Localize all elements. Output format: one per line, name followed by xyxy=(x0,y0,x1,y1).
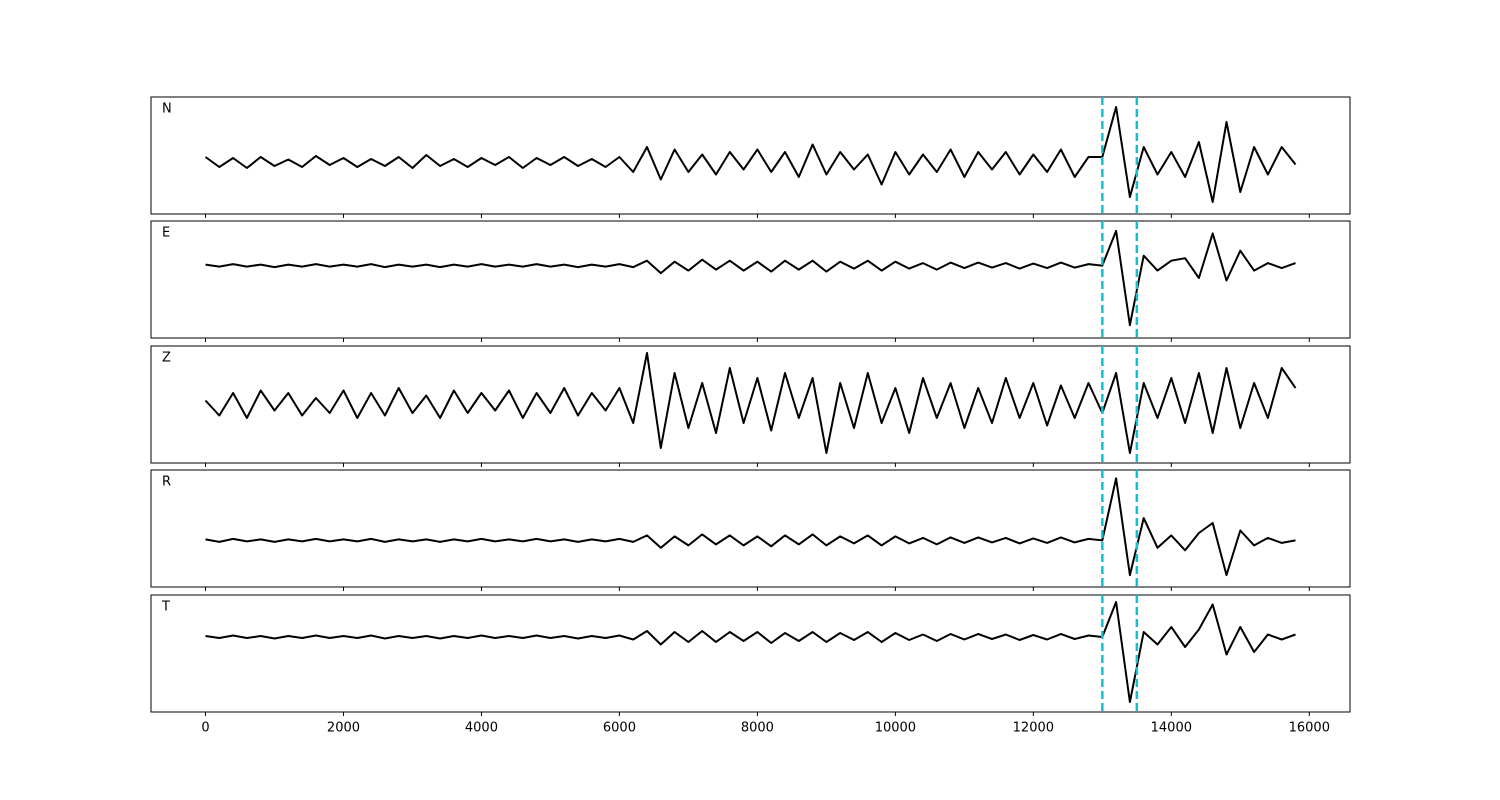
x-tick-label: 10000 xyxy=(875,721,916,736)
trace xyxy=(205,477,1296,577)
x-tick-label: 14000 xyxy=(1151,721,1192,736)
panel-frame xyxy=(150,96,1351,215)
panel-label: T xyxy=(161,600,170,615)
x-tick-label: 16000 xyxy=(1289,721,1330,736)
trace xyxy=(205,229,1296,327)
trace xyxy=(204,106,1297,203)
panel-label: N xyxy=(162,102,172,117)
x-tick-label: 4000 xyxy=(465,721,498,736)
panel-frame xyxy=(150,345,1351,464)
trace xyxy=(204,352,1297,454)
x-tick-label: 6000 xyxy=(603,721,636,736)
x-tick-label: 8000 xyxy=(741,721,774,736)
x-tick-label: 0 xyxy=(201,721,209,736)
x-tick-label: 12000 xyxy=(1013,721,1054,736)
panel-frame xyxy=(150,220,1351,339)
panel-frame xyxy=(150,469,1351,588)
panel-frame xyxy=(150,594,1351,713)
trace xyxy=(205,601,1296,703)
panel-label: E xyxy=(162,226,170,241)
panel-label: Z xyxy=(162,351,171,366)
x-tick-label: 2000 xyxy=(327,721,360,736)
panel-label: R xyxy=(162,475,171,490)
